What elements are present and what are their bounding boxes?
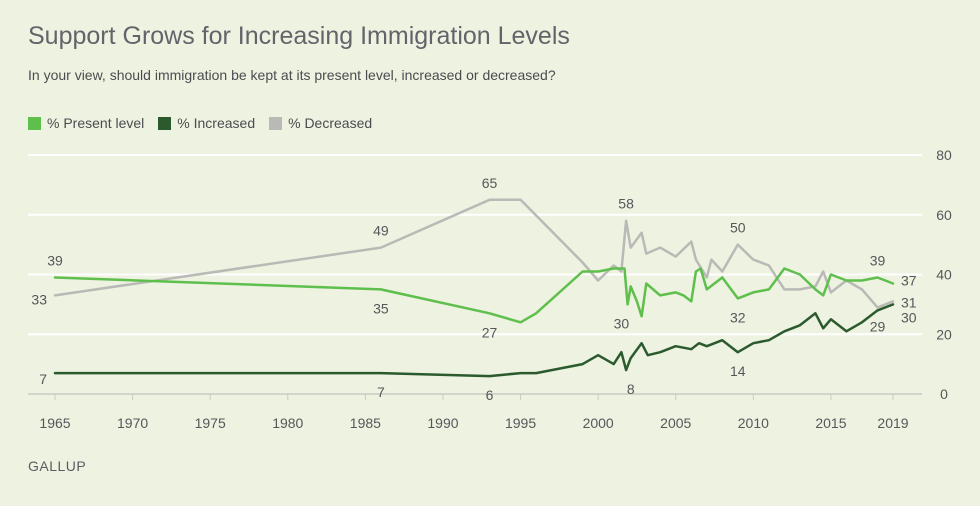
data-label-7: 27 xyxy=(482,324,498,340)
data-label-10: 30 xyxy=(614,315,630,331)
data-label-16: 37 xyxy=(901,272,917,288)
data-label-9: 58 xyxy=(618,196,634,212)
legend-label-present: % Present level xyxy=(47,115,145,131)
legend-item-decreased: % Decreased xyxy=(269,115,372,131)
data-label-14: 14 xyxy=(730,363,746,379)
x-tick-label-2019: 2019 xyxy=(877,415,908,431)
legend-label-increased: % Increased xyxy=(177,115,256,131)
data-label-15: 39 xyxy=(870,252,886,268)
x-tick-label-1970: 1970 xyxy=(117,415,148,431)
series-line-increased xyxy=(53,303,895,378)
x-tick-label-2010: 2010 xyxy=(738,415,769,431)
series-line-decreased xyxy=(53,198,895,309)
x-tick-label-1965: 1965 xyxy=(39,415,70,431)
legend-swatch-decreased xyxy=(269,116,283,130)
data-label-12: 50 xyxy=(730,220,746,236)
y-tick-label-0: 0 xyxy=(940,386,948,402)
label-layer: 0 20 40 60 80 1965 1970 1975 1980 1985 1990 1995 200… xyxy=(31,147,952,431)
legend-label-decreased: % Decreased xyxy=(288,115,373,131)
data-label-5: 7 xyxy=(377,384,385,400)
x-tick-label-1985: 1985 xyxy=(350,415,381,431)
series-layer xyxy=(53,198,895,378)
data-label-1: 33 xyxy=(31,291,47,307)
x-tick-label-1980: 1980 xyxy=(272,415,303,431)
data-label-17: 31 xyxy=(901,294,917,310)
chart-legend: % Present level % Increased % Decreased xyxy=(28,115,372,131)
y-tick-label-60: 60 xyxy=(936,207,952,223)
x-tick-label-2000: 2000 xyxy=(583,415,614,431)
legend-swatch-increased xyxy=(158,116,172,130)
x-tick-label-1990: 1990 xyxy=(427,415,458,431)
x-tick-label-1975: 1975 xyxy=(195,415,226,431)
data-label-18: 30 xyxy=(901,309,917,325)
chart-title: Support Grows for Increasing Immigration… xyxy=(28,22,570,50)
data-label-3: 49 xyxy=(373,223,389,239)
legend-item-present: % Present level xyxy=(28,115,144,131)
data-label-2: 7 xyxy=(39,371,47,387)
data-label-11: 8 xyxy=(627,381,635,397)
data-label-6: 65 xyxy=(482,175,498,191)
data-label-8: 6 xyxy=(486,387,494,403)
y-tick-label-80: 80 xyxy=(936,147,952,163)
x-tick-label-2015: 2015 xyxy=(815,415,846,431)
data-label-19: 29 xyxy=(870,318,886,334)
data-label-4: 35 xyxy=(373,300,389,316)
y-tick-label-40: 40 xyxy=(936,267,952,283)
series-line-present-level xyxy=(53,267,895,324)
y-tick-label-20: 20 xyxy=(936,326,952,342)
x-tick-label-1995: 1995 xyxy=(505,415,536,431)
source-label: GALLUP xyxy=(28,458,87,474)
chart-subtitle: In your view, should immigration be kept… xyxy=(28,67,556,83)
grid-layer xyxy=(28,154,922,400)
x-tick-label-2005: 2005 xyxy=(660,415,691,431)
data-label-13: 32 xyxy=(730,309,746,325)
legend-swatch-present xyxy=(28,116,41,130)
data-label-0: 39 xyxy=(47,252,63,268)
legend-item-increased: % Increased xyxy=(158,115,255,131)
